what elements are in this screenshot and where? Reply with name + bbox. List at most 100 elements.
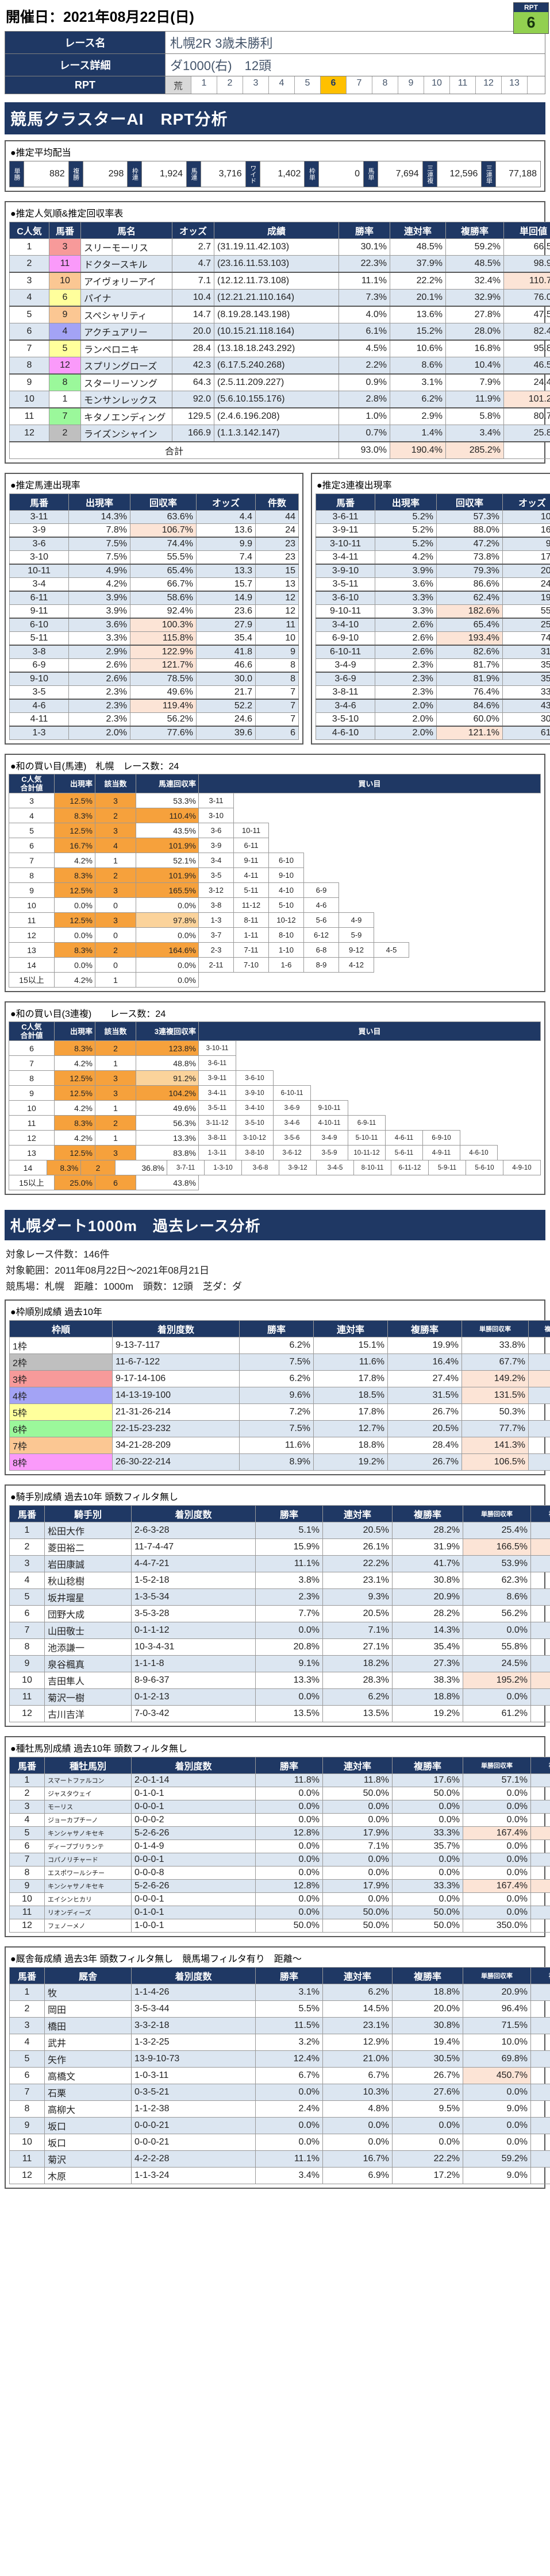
col-header: 馬番 xyxy=(9,493,69,511)
show-rate: 19.2% xyxy=(392,1705,463,1722)
header-row: 枠順着別度数勝率連対率複勝率単勝回収率複勝回収率 xyxy=(9,1320,550,1337)
appearance-rate: 12.5% xyxy=(54,1145,95,1160)
race-name-label: レース名 xyxy=(5,31,166,54)
bet-combination: 1-3-11 xyxy=(198,1145,236,1160)
odds: 23.6 xyxy=(196,604,256,619)
bet-combination: 3-7-11 xyxy=(167,1160,205,1175)
stable-name: 橋田 xyxy=(44,2017,132,2034)
return-rate: 0.0% xyxy=(136,972,199,988)
horse-name: スペシャリティ xyxy=(80,306,172,323)
horse-number: 7 xyxy=(9,2084,45,2101)
quinella-rate: 0.0% xyxy=(322,1813,393,1827)
show-return: 109.1% xyxy=(530,1538,550,1556)
return-rate: 0.0% xyxy=(136,957,199,973)
bet-col-header: 買い目 xyxy=(198,1021,541,1041)
return-rate: 101.9% xyxy=(136,867,199,883)
odds: 20.2 xyxy=(502,564,550,578)
hit-count: 3 xyxy=(95,1145,136,1160)
analysis-info-line: 競馬場：札幌 距離：1000m 頭数：12頭 芝ダ：ダ xyxy=(6,1281,242,1292)
return-rate: 88.0% xyxy=(436,523,503,538)
col-header: 勝率 xyxy=(255,1505,323,1522)
bet-combination: 6-11 xyxy=(233,838,269,853)
col-header: オッズ xyxy=(502,493,550,511)
win-return: 96.4% xyxy=(463,2000,531,2018)
horse-name: ライズンシャイン xyxy=(80,425,172,442)
sire-name: コパノリチャード xyxy=(44,1853,132,1867)
payout-type-label: 枠連 xyxy=(128,161,143,187)
show-return: 58.4% xyxy=(530,1984,550,2001)
win-rate: 9.1% xyxy=(255,1655,323,1672)
estimate-section: ●推定人気順&推定回収率表 C人気馬番馬名オッズ成績勝率連対率複勝率単回値複回値… xyxy=(5,201,550,464)
show-rate: 19.9% xyxy=(387,1337,462,1354)
win-return: 166.5% xyxy=(463,1538,531,1556)
win-rate: 12.8% xyxy=(255,1879,323,1893)
jockey-stats-section: ●騎手別成績 過去10年 頭数フィルタ無し 馬番 騎手別 着別度数 勝率 連対率 複勝率単… xyxy=(5,1484,550,1727)
win-rate: 3.2% xyxy=(255,2034,323,2051)
return-rate: 36.8% xyxy=(114,1160,168,1175)
horse-number: 6 xyxy=(9,2067,45,2084)
bet-combination: 6-10 xyxy=(268,853,304,868)
jockey-name: 団野大成 xyxy=(44,1605,132,1622)
hit-count: 4 xyxy=(95,838,136,853)
appearance-rate: 3.9% xyxy=(68,604,130,619)
pair-row: 3-9-115.2%88.0%16.816 xyxy=(316,523,550,538)
return-rate: 92.4% xyxy=(130,604,197,619)
bet-combination: 6-10-11 xyxy=(273,1085,311,1101)
appearance-rate: 3.9% xyxy=(375,564,437,578)
quinella-rate: 20.5% xyxy=(322,1522,393,1539)
col-header: 馬番 xyxy=(9,1505,45,1522)
return-rate: 55.5% xyxy=(130,550,197,565)
hit-count: 3 xyxy=(95,793,136,808)
return-rate: 83.8% xyxy=(136,1145,199,1160)
horse-number: 12 xyxy=(9,1919,45,1933)
bet-combination: 8-10-11 xyxy=(353,1160,392,1175)
finish-record: 0-0-0-2 xyxy=(131,1813,256,1827)
bet-row: 6 16.7% 4 101.9% 3-9 6-11 xyxy=(9,838,541,853)
win-rate: 5.5% xyxy=(255,2000,323,2018)
finish-record: 14-13-19-100 xyxy=(112,1387,240,1404)
sire-name: モーリス xyxy=(44,1800,132,1814)
return-rate: 49.6% xyxy=(130,685,197,700)
bet-row: 12 0.0% 0 0.0% 3-7 1-11 8-10 6-12 5-9 xyxy=(9,927,541,943)
bet-combination: 8-10 xyxy=(268,927,304,943)
show-rate: 0.0% xyxy=(392,1853,463,1867)
horse-number: 12 xyxy=(49,357,81,375)
bet-combination: 9-11 xyxy=(233,853,269,868)
odds: 16.8 xyxy=(502,523,550,538)
bet-combinations xyxy=(199,1175,541,1190)
c-popularity-sum: 7 xyxy=(9,853,55,868)
return-rate: 123.8% xyxy=(136,1040,199,1056)
bet-row: 15以上 4.2% 1 0.0% xyxy=(9,972,541,988)
return-rate: 48.8% xyxy=(136,1055,199,1071)
quinella-rate: 8.6% xyxy=(390,357,446,375)
col-header: 複勝率 xyxy=(392,1757,463,1774)
finish-record: 2-6-3-28 xyxy=(131,1522,256,1539)
combination: 3-9-10 xyxy=(316,564,375,578)
bet-combinations: 3-6 10-11 xyxy=(198,823,541,838)
win-rate: 11.6% xyxy=(239,1437,314,1454)
show-return: 66.7% xyxy=(530,1605,550,1622)
horse-name: スプリングローズ xyxy=(80,357,172,375)
combination: 4-6 xyxy=(9,699,69,713)
payout-value: 7,694 xyxy=(378,161,423,187)
quinella-rate: 48.5% xyxy=(390,238,446,256)
bet-combination: 3-12 xyxy=(198,882,234,898)
win-return: 55.8% xyxy=(463,1638,531,1656)
stable-name: 岡田 xyxy=(44,2000,132,2018)
hit-count: 0 xyxy=(95,897,136,913)
win-rate: 1.0% xyxy=(339,407,390,425)
win-return: 10.0% xyxy=(463,2034,531,2051)
bet-combination: 6-9-11 xyxy=(348,1115,386,1131)
bet-combination: 3-5-6 xyxy=(273,1130,311,1146)
return-rate: 0.0% xyxy=(136,927,199,943)
bet-combination: 4-6-11 xyxy=(385,1130,423,1146)
bet-combination: 5-10-11 xyxy=(348,1130,386,1146)
bet-combination: 1-10 xyxy=(268,942,304,958)
stable-stats-section: ●厩舎毎成績 過去3年 頭数フィルタ無し 競馬場フィルタ有り 距離～ 馬番 厩舎着… xyxy=(5,1946,550,2189)
finish-record: 5-2-6-26 xyxy=(131,1879,256,1893)
quinella-rate: 11.6% xyxy=(313,1353,388,1371)
sire-name: スマートファルコン xyxy=(44,1773,132,1787)
c-popularity-sum: 14 xyxy=(9,1160,47,1175)
